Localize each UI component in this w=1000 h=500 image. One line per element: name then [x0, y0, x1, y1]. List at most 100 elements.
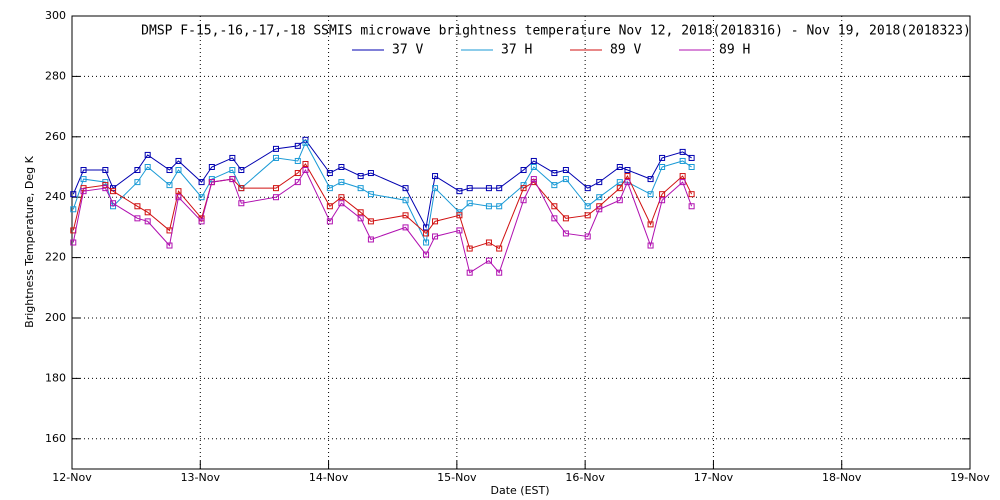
- x-tick-label: 16-Nov: [565, 471, 605, 484]
- marker: [647, 221, 654, 228]
- y-tick-label: 180: [45, 371, 66, 384]
- marker: [367, 170, 374, 177]
- marker: [562, 215, 569, 222]
- marker: [456, 209, 463, 216]
- marker: [357, 215, 364, 222]
- marker: [70, 191, 77, 198]
- marker: [80, 188, 87, 195]
- marker: [110, 188, 117, 195]
- marker: [80, 185, 87, 192]
- marker: [679, 173, 686, 180]
- marker: [144, 209, 151, 216]
- marker: [402, 224, 409, 231]
- marker: [679, 157, 686, 164]
- marker: [175, 157, 182, 164]
- marker: [616, 185, 623, 192]
- marker: [175, 167, 182, 174]
- marker: [272, 154, 279, 161]
- marker: [659, 164, 666, 170]
- marker: [302, 167, 309, 174]
- chart-title: DMSP F-15,-16,-17,-18 SSMIS microwave br…: [141, 24, 971, 39]
- marker: [166, 167, 173, 174]
- marker: [102, 167, 109, 174]
- marker: [338, 179, 345, 186]
- marker: [432, 173, 439, 180]
- marker: [102, 179, 109, 186]
- marker: [80, 167, 87, 174]
- y-tick-label: 220: [45, 251, 66, 264]
- y-tick-label: 240: [45, 190, 66, 203]
- marker: [496, 245, 503, 252]
- marker: [659, 154, 666, 161]
- marker: [647, 242, 654, 249]
- marker: [466, 269, 473, 276]
- marker: [520, 197, 527, 204]
- y-tick-label: 300: [45, 9, 66, 22]
- legend-label: 37 H: [501, 43, 532, 58]
- series-line: [72, 168, 693, 274]
- x-tick-label: 12-Nov: [52, 471, 92, 484]
- marker: [466, 200, 473, 207]
- marker: [485, 185, 492, 192]
- marker: [624, 167, 631, 174]
- marker: [456, 212, 463, 219]
- x-axis-label: Date (EST): [490, 484, 549, 497]
- marker: [102, 185, 109, 192]
- legend-label: 37 V: [392, 43, 423, 58]
- series-line: [72, 163, 693, 250]
- marker: [659, 197, 666, 204]
- marker: [357, 185, 364, 192]
- marker: [551, 170, 558, 177]
- marker: [520, 167, 527, 174]
- marker: [338, 200, 345, 207]
- marker: [423, 239, 430, 246]
- marker: [338, 164, 345, 170]
- marker: [134, 179, 141, 186]
- marker: [175, 194, 182, 201]
- marker: [238, 167, 245, 174]
- marker: [302, 160, 309, 167]
- marker: [144, 151, 151, 158]
- marker: [198, 194, 205, 201]
- marker: [596, 194, 603, 201]
- marker: [466, 185, 473, 192]
- marker: [272, 194, 279, 201]
- marker: [357, 209, 364, 216]
- marker: [229, 167, 236, 174]
- marker: [102, 182, 109, 189]
- marker: [432, 218, 439, 225]
- marker: [144, 164, 151, 170]
- x-tick-label: 19-Nov: [950, 471, 990, 484]
- marker: [294, 170, 301, 177]
- marker: [688, 203, 695, 210]
- marker: [175, 188, 182, 195]
- marker: [496, 185, 503, 192]
- x-tick-label: 14-Nov: [309, 471, 349, 484]
- marker: [294, 157, 301, 164]
- x-tick-label: 13-Nov: [181, 471, 221, 484]
- marker: [367, 191, 374, 198]
- marker: [367, 236, 374, 243]
- marker: [485, 203, 492, 210]
- marker: [562, 230, 569, 237]
- marker: [530, 157, 537, 164]
- marker: [647, 191, 654, 198]
- marker: [208, 179, 215, 186]
- marker: [551, 203, 558, 210]
- x-tick-label: 18-Nov: [822, 471, 862, 484]
- marker: [208, 176, 215, 183]
- marker: [584, 185, 591, 192]
- marker: [466, 245, 473, 252]
- marker: [134, 203, 141, 210]
- marker: [238, 200, 245, 207]
- marker: [134, 167, 141, 174]
- marker: [326, 185, 333, 192]
- marker: [272, 185, 279, 192]
- x-tick-label: 15-Nov: [437, 471, 477, 484]
- marker: [166, 182, 173, 189]
- marker: [294, 179, 301, 186]
- y-tick-label: 200: [45, 311, 66, 324]
- marker: [659, 191, 666, 198]
- marker: [402, 212, 409, 219]
- x-tick-label: 17-Nov: [694, 471, 734, 484]
